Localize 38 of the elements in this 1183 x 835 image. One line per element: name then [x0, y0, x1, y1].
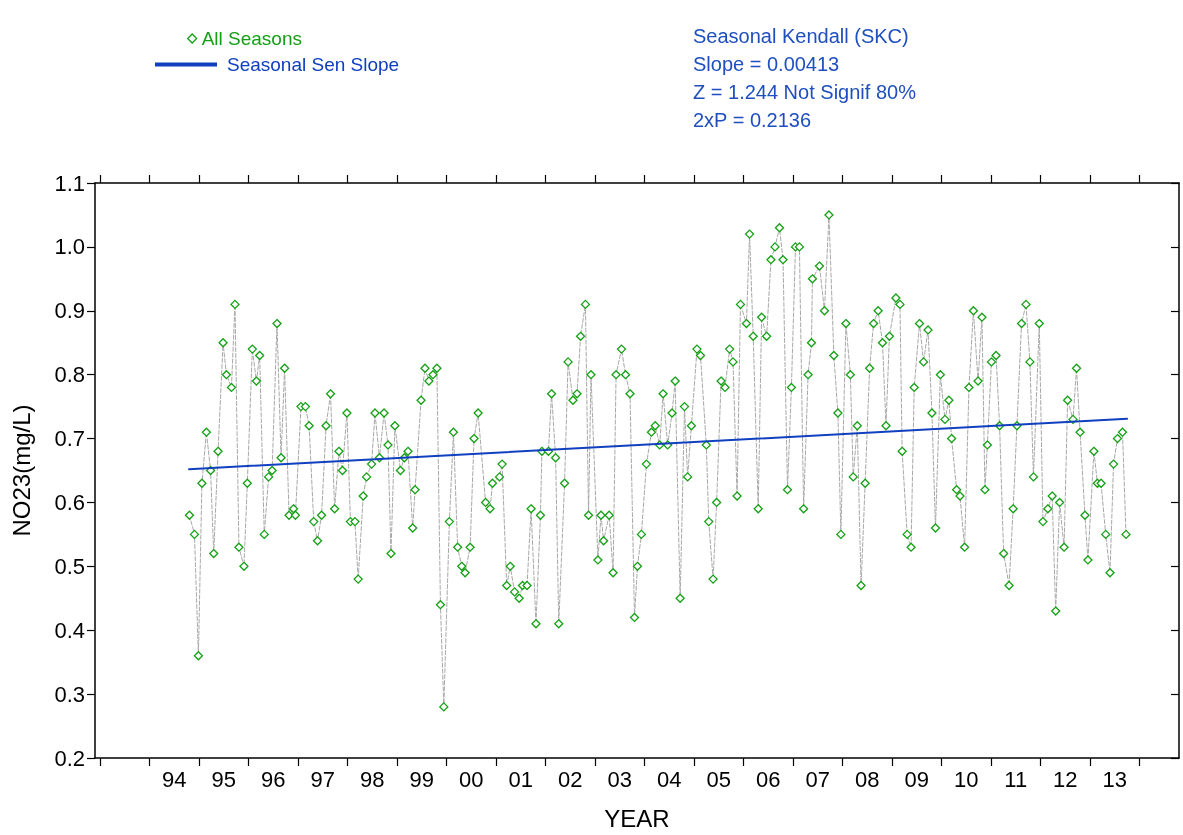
- text: Seasonal Kendall (SKC): [693, 25, 909, 47]
- x-tick-label: 96: [261, 766, 286, 792]
- y-tick-label: 0.6: [54, 489, 85, 515]
- x-tick-label: 98: [360, 766, 385, 792]
- y-tick-label: 0.4: [54, 617, 85, 643]
- y-tick-label: 0.3: [54, 681, 85, 707]
- legend-label: All Seasons: [201, 28, 302, 49]
- x-tick-label: 03: [607, 766, 632, 792]
- text: Slope = 0.00413: [693, 53, 840, 75]
- x-tick-label: 00: [459, 766, 484, 792]
- text: Z = 1.244 Not Signif 80%: [693, 81, 917, 103]
- x-tick-label: 02: [558, 766, 583, 792]
- x-tick-label: 99: [409, 766, 434, 792]
- x-tick-label: 11: [1004, 766, 1028, 792]
- x-tick-label: 10: [954, 766, 979, 792]
- x-tick-label: 95: [211, 766, 236, 792]
- y-tick-label: 0.7: [54, 426, 85, 452]
- legend-label: Seasonal Sen Slope: [227, 54, 400, 75]
- x-tick-label: 94: [162, 766, 187, 792]
- x-tick-label: 06: [756, 766, 781, 792]
- x-tick-label: 09: [904, 766, 930, 792]
- x-tick-label: 01: [508, 766, 534, 792]
- x-tick-label: 08: [855, 766, 880, 792]
- y-axis-title: NO23(mg/L): [7, 404, 35, 537]
- y-tick-label: 1.1: [54, 170, 85, 196]
- y-tick-label: 0.5: [54, 553, 85, 579]
- y-tick-label: 0.2: [54, 745, 85, 771]
- y-tick-label: 0.9: [54, 298, 85, 324]
- text: 2xP = 0.2136: [693, 109, 812, 131]
- y-tick-label: 0.8: [54, 362, 85, 388]
- x-tick-label: 05: [706, 766, 732, 792]
- x-tick-label: 12: [1053, 766, 1078, 792]
- x-tick-label: 97: [310, 766, 336, 792]
- x-tick-label: 04: [657, 766, 682, 792]
- x-axis-title: YEAR: [604, 804, 670, 832]
- x-tick-label: 07: [805, 766, 830, 792]
- x-tick-label: 13: [1102, 766, 1128, 792]
- y-tick-label: 1.0: [54, 234, 85, 260]
